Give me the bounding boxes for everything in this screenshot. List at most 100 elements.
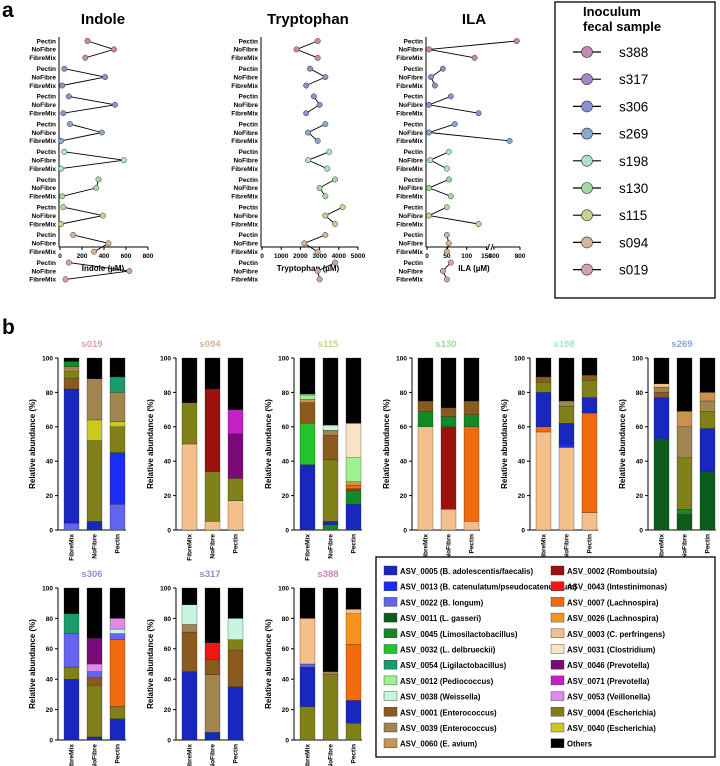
connector-line — [295, 40, 318, 59]
y-tick-label: 80 — [400, 390, 408, 397]
legend-label: s019 — [619, 263, 648, 278]
category-label: NoFibre — [31, 268, 56, 275]
x-category-label: NoFibre — [564, 534, 571, 559]
y-tick-label: 100 — [160, 585, 171, 592]
category-label: FibreMix — [231, 194, 258, 201]
legend-marker — [581, 127, 593, 140]
data-point — [310, 93, 317, 100]
asv-legend-label: ASV_0040 (Escherichia) — [567, 724, 656, 733]
bar-segment — [109, 452, 126, 505]
y-tick-label: 60 — [46, 646, 54, 653]
bar-segment — [345, 457, 362, 482]
data-point — [307, 65, 313, 72]
bar-segment — [181, 624, 198, 633]
y-tick-label: 100 — [160, 355, 171, 362]
connector-line — [427, 206, 479, 225]
category-label: NoFibre — [233, 213, 258, 220]
legend-label: s130 — [619, 181, 648, 196]
data-point — [95, 176, 102, 183]
bar-segment — [109, 639, 126, 707]
category-label: NoFibre — [233, 268, 258, 275]
category-label: FibreMix — [231, 55, 258, 62]
x-tick-label: 100 — [461, 253, 472, 260]
bar-segment — [63, 357, 80, 362]
category-label: Pectin — [36, 94, 56, 101]
x-tick-label: 0 — [425, 253, 429, 260]
asv-legend-label: ASV_0003 (C. perfringens) — [567, 630, 665, 639]
bar-segment — [204, 659, 221, 675]
x-category-label: FibreMix — [541, 534, 548, 561]
data-point — [314, 137, 321, 144]
category-label: FibreMix — [29, 111, 56, 118]
bar-segment — [322, 357, 339, 426]
bar-segment — [63, 366, 80, 372]
bar-Pectin — [699, 357, 716, 531]
asv-legend-swatch — [383, 707, 398, 717]
data-point — [428, 74, 434, 81]
category-label: Pectin — [36, 38, 56, 45]
y-tick-label: 80 — [282, 390, 290, 397]
asv-legend-swatch — [550, 675, 565, 686]
bar-segment — [581, 357, 598, 376]
bar-chart-s317: s317 0 20 40 60 80 100 Relative abundance (%) Fi… — [146, 569, 244, 766]
chart-title: s115 — [318, 339, 339, 350]
bar-segment — [86, 587, 103, 639]
category-label: FibreMix — [29, 277, 56, 284]
category-label: FibreMix — [29, 221, 56, 228]
data-point — [305, 129, 312, 136]
bar-segment — [676, 426, 693, 458]
bar-segment — [345, 357, 362, 424]
data-point — [65, 259, 72, 266]
asv-legend-label: ASV_0031 (Clostridium) — [567, 646, 656, 655]
data-point — [84, 38, 91, 44]
bar-NoFibre — [322, 587, 339, 741]
asv-legend-label: ASV_0004 (Escherichia) — [567, 708, 656, 717]
bar-segment — [581, 512, 598, 531]
data-point — [339, 204, 346, 211]
x-category-label: FibreMix — [69, 534, 76, 561]
x-tick-label: 400 — [489, 253, 500, 260]
bar-segment — [558, 406, 575, 424]
asv-legend-label: ASV_0038 (Weissella) — [400, 693, 481, 702]
category-label: FibreMix — [396, 249, 423, 256]
bar-segment — [204, 388, 221, 472]
bar-chart-s306: s306 0 20 40 60 80 100 Relative abundance (%) Fi… — [28, 569, 126, 766]
bar-FibreMix — [653, 357, 670, 531]
legend-marker — [581, 263, 593, 276]
data-point — [447, 93, 454, 100]
bar-Pectin — [109, 587, 126, 741]
bar-segment — [463, 400, 480, 415]
y-axis-label: Relative abundance (%) — [264, 399, 273, 489]
bar-segment — [558, 443, 575, 448]
y-tick-label: 40 — [46, 459, 54, 466]
y-tick-label: 80 — [164, 616, 172, 623]
category-label: FibreMix — [231, 249, 258, 256]
bar-segment — [558, 447, 575, 531]
connector-line — [73, 234, 110, 253]
y-tick-label: 0 — [285, 527, 289, 534]
data-point — [126, 268, 133, 274]
bar-segment — [345, 723, 362, 741]
category-label: Pectin — [403, 232, 423, 239]
data-point — [58, 137, 65, 144]
bar-segment — [322, 674, 339, 741]
legend-title: Inoculum — [583, 4, 641, 19]
category-label: NoFibre — [233, 47, 258, 54]
asv-legend-swatch — [383, 628, 398, 638]
bar-chart-s388: s388 0 20 40 60 80 100 Relative abundance (%) Fi… — [264, 569, 362, 766]
bar-FibreMix — [299, 587, 316, 741]
x-category-label: FibreMix — [187, 744, 194, 766]
category-label: NoFibre — [31, 74, 56, 81]
bar-FibreMix — [535, 357, 552, 531]
category-label: Pectin — [238, 121, 258, 128]
data-point — [303, 110, 310, 117]
y-tick-label: 80 — [518, 390, 526, 397]
y-tick-label: 20 — [164, 707, 172, 714]
bar-segment — [558, 400, 575, 407]
category-label: Pectin — [238, 94, 258, 101]
